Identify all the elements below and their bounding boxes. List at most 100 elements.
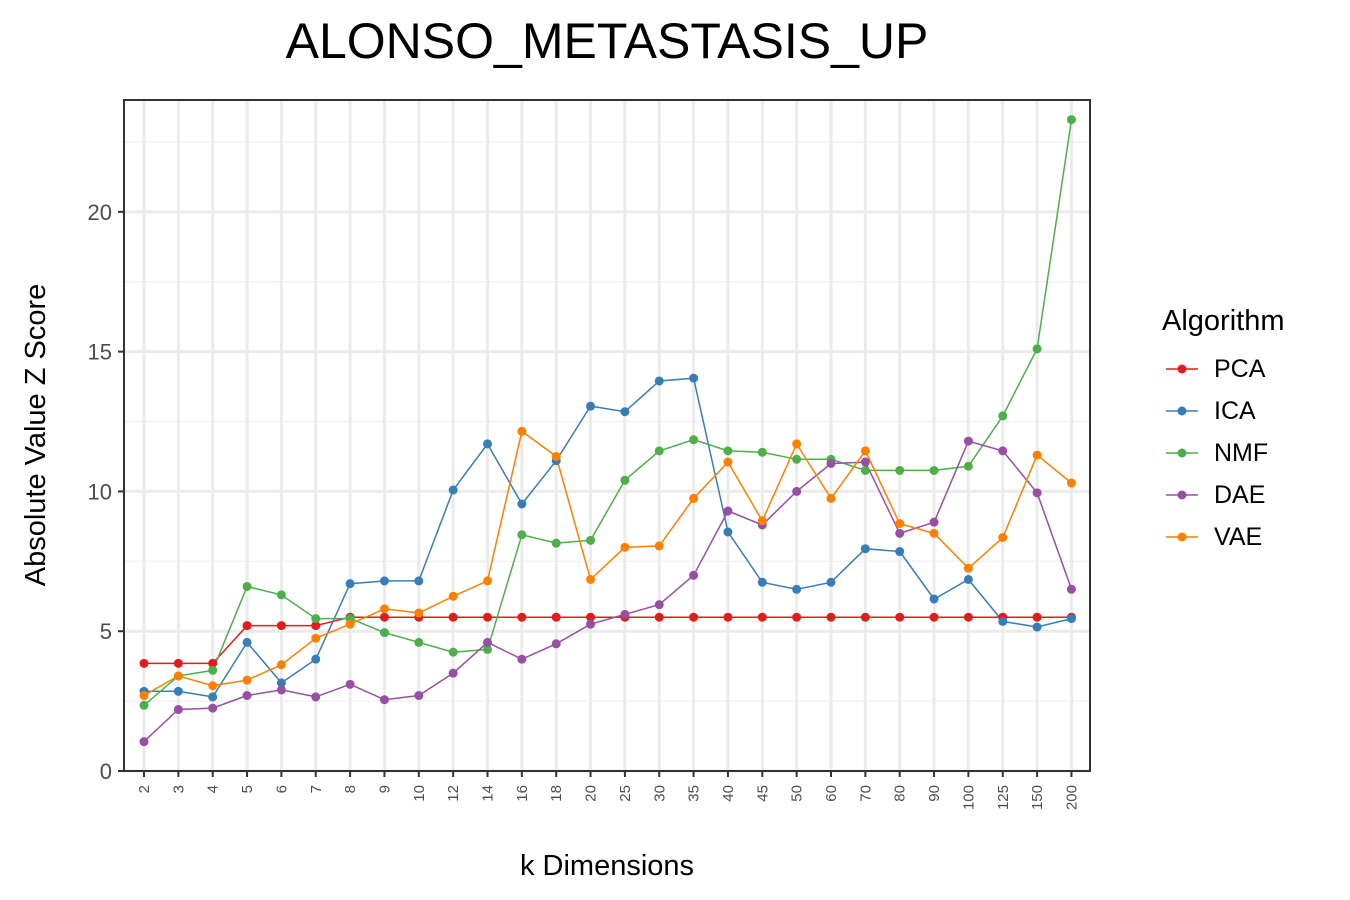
data-point-dae <box>379 695 389 705</box>
data-point-dae <box>1032 488 1042 498</box>
x-tick-label: 14 <box>480 785 497 802</box>
series-line-ica <box>144 377 1072 698</box>
legend-label-dae: DAE <box>1214 480 1266 509</box>
data-point-nmf <box>1032 344 1042 354</box>
data-point-vae <box>379 604 389 614</box>
data-point-ica <box>654 376 664 386</box>
x-tick-label: 125 <box>995 785 1012 810</box>
series-lines <box>143 119 1073 743</box>
x-tick-label: 150 <box>1029 785 1046 810</box>
legend-item-vae: VAE <box>1162 516 1285 558</box>
data-point-dae <box>551 639 561 649</box>
data-point-dae <box>929 517 939 527</box>
data-point-vae <box>276 660 286 670</box>
data-point-pca <box>517 612 527 622</box>
x-axis-title: k Dimensions <box>520 850 694 882</box>
legend-key-vae <box>1162 527 1202 547</box>
data-point-nmf <box>860 465 870 475</box>
legend-label-ica: ICA <box>1214 396 1256 425</box>
data-point-pca <box>379 612 389 622</box>
x-tick-label: 100 <box>960 785 977 810</box>
legend-items: PCA ICA NMF DAE VAE <box>1162 348 1285 558</box>
data-point-nmf <box>998 411 1008 421</box>
data-point-ica <box>586 401 596 411</box>
data-point-dae <box>689 570 699 580</box>
data-point-ica <box>1032 622 1042 632</box>
data-point-ica <box>723 527 733 537</box>
data-point-vae <box>414 608 424 618</box>
data-point-nmf <box>757 447 767 457</box>
data-point-ica <box>929 594 939 604</box>
data-point-nmf <box>929 465 939 475</box>
data-point-vae <box>654 541 664 551</box>
x-tick-label: 25 <box>617 785 634 802</box>
data-point-ica <box>208 692 218 702</box>
data-point-vae <box>139 691 149 701</box>
data-point-dae <box>723 506 733 516</box>
data-point-vae <box>1032 450 1042 460</box>
data-point-vae <box>792 439 802 449</box>
y-tick-label: 20 <box>88 200 112 225</box>
legend-item-dae: DAE <box>1162 474 1285 516</box>
data-point-ica <box>276 678 286 688</box>
data-point-vae <box>757 516 767 526</box>
legend-key-pca <box>1162 359 1202 379</box>
data-point-vae <box>208 681 218 691</box>
data-point-pca <box>723 612 733 622</box>
y-axis-title: Absolute Value Z Score <box>20 284 52 587</box>
y-tick-label: 10 <box>88 479 112 504</box>
data-point-nmf <box>895 465 905 475</box>
legend-key-ica <box>1162 401 1202 421</box>
legend-item-nmf: NMF <box>1162 432 1285 474</box>
data-point-ica <box>517 499 527 509</box>
data-point-pca <box>792 612 802 622</box>
data-point-dae <box>792 486 802 496</box>
x-tick-label: 45 <box>754 785 771 802</box>
data-point-dae <box>586 619 596 629</box>
data-point-nmf <box>208 665 218 675</box>
data-point-ica <box>311 654 321 664</box>
data-point-ica <box>620 407 630 417</box>
y-axis-ticks: 0 5 10 15 20 <box>88 200 124 784</box>
data-point-pca <box>689 612 699 622</box>
data-point-vae <box>483 576 492 586</box>
data-point-ica <box>757 577 767 587</box>
data-point-vae <box>929 528 939 538</box>
data-point-nmf <box>689 435 699 445</box>
data-point-vae <box>723 457 733 467</box>
data-point-vae <box>551 451 561 461</box>
series-points <box>139 115 1076 747</box>
data-point-pca <box>208 658 218 668</box>
data-point-nmf <box>517 530 527 540</box>
legend-item-pca: PCA <box>1162 348 1285 390</box>
x-tick-label: 40 <box>720 785 737 802</box>
data-point-dae <box>139 737 149 747</box>
data-point-ica <box>895 547 905 557</box>
x-tick-label: 16 <box>514 785 531 802</box>
series-line-nmf <box>143 119 1073 706</box>
data-point-pca <box>654 612 664 622</box>
x-tick-label: 6 <box>273 785 290 793</box>
data-point-ica <box>826 577 836 587</box>
data-point-ica <box>448 485 458 495</box>
data-point-nmf <box>723 446 733 456</box>
data-point-pca <box>139 658 149 668</box>
x-tick-label: 3 <box>170 785 187 793</box>
data-point-dae <box>860 457 870 467</box>
legend-key-dae <box>1162 485 1202 505</box>
series-line-pca <box>144 616 1072 665</box>
data-point-ica <box>483 439 492 449</box>
data-point-nmf <box>586 535 596 545</box>
data-point-pca <box>448 612 458 622</box>
data-point-nmf <box>551 538 561 548</box>
data-point-vae <box>998 533 1008 543</box>
data-point-pca <box>929 612 939 622</box>
data-point-pca <box>551 612 561 622</box>
data-point-pca <box>276 621 286 631</box>
data-point-vae <box>1066 478 1076 488</box>
data-point-nmf <box>483 644 492 654</box>
x-tick-label: 2 <box>136 785 153 793</box>
data-point-vae <box>586 574 596 584</box>
data-point-dae <box>173 704 183 714</box>
data-point-vae <box>345 619 355 629</box>
